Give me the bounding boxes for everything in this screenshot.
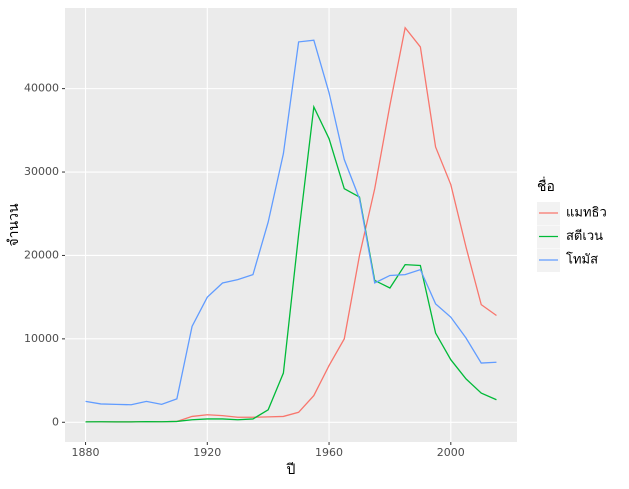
legend-title: ชื่อ — [537, 177, 555, 195]
y-tick-label: 30000 — [24, 165, 59, 178]
legend-label: สตีเวน — [566, 228, 603, 244]
y-tick-label: 10000 — [24, 332, 59, 345]
x-tick-label: 1920 — [193, 446, 221, 459]
y-tick-label: 40000 — [24, 82, 59, 95]
legend-label: โทมัส — [566, 252, 598, 268]
x-tick-label: 1960 — [315, 446, 343, 459]
x-axis-title: ปี — [286, 462, 295, 478]
y-tick-label: 20000 — [24, 248, 59, 261]
series-line — [85, 39, 497, 406]
legend-label: แมทธิว — [566, 206, 607, 221]
x-tick-label: 1880 — [72, 446, 100, 459]
x-tick-label: 2000 — [437, 446, 465, 459]
y-tick-label: 0 — [52, 415, 59, 428]
series-line — [85, 104, 497, 423]
panel — [65, 8, 517, 442]
y-axis-title: จำนวน — [6, 203, 22, 246]
